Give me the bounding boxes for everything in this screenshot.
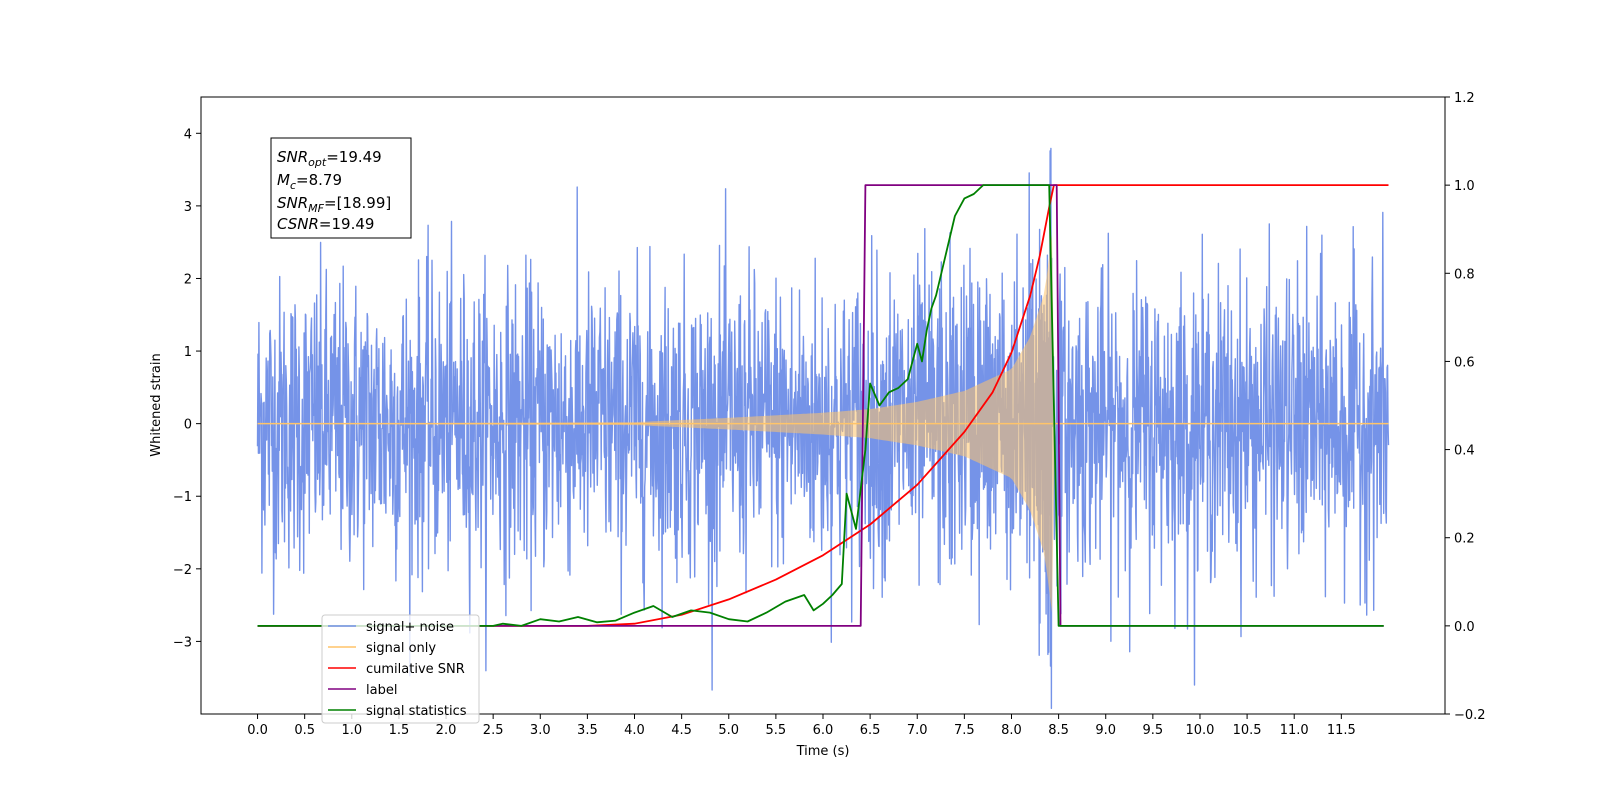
y2-tick-label: 1.0	[1454, 179, 1475, 194]
y-tick-label: −3	[173, 635, 192, 650]
y2-tick-label: −0.2	[1454, 708, 1486, 723]
series-line-cumulative-snr	[257, 184, 1389, 627]
x-tick-label: 5.5	[766, 723, 787, 738]
legend-label-signal-statistics: signal statistics	[366, 704, 467, 719]
y-tick-label: 4	[184, 127, 192, 142]
legend-label-signal-only: signal only	[366, 641, 436, 656]
legend-label-label: label	[366, 683, 397, 698]
y-axis-label: Whitened strain	[149, 353, 164, 456]
legend-frame	[321, 614, 480, 724]
legend-label-signal-noise: signal+ noise	[366, 620, 454, 635]
x-tick-label: 1.0	[341, 723, 362, 738]
y-tick-label: 3	[184, 200, 192, 215]
annotation-line-mc: Mc=8.79	[277, 171, 342, 192]
x-tick-label: 9.5	[1143, 723, 1164, 738]
x-tick-label: 10.5	[1233, 723, 1262, 738]
y2-tick-label: 0.8	[1454, 267, 1475, 282]
x-tick-label: 8.5	[1048, 723, 1069, 738]
series-line-signal-statistics	[257, 184, 1384, 627]
x-tick-label: 2.5	[483, 723, 504, 738]
legend-label-cumulative-snr: cumilative SNR	[366, 662, 465, 677]
x-tick-label: 1.5	[389, 723, 410, 738]
x-tick-label: 3.0	[530, 723, 551, 738]
annotation-frame	[270, 137, 412, 239]
annotation-line-csnr: CSNR=19.49	[277, 215, 374, 233]
legend-item-label: label	[328, 683, 397, 698]
x-tick-label: 5.0	[718, 723, 739, 738]
y-tick-label: 0	[184, 418, 192, 433]
y2-tick-label: 0.0	[1454, 620, 1475, 635]
y-tick-label: 2	[184, 272, 192, 287]
legend-item-cumulative-snr: cumilative SNR	[328, 662, 465, 677]
x-tick-label: 8.0	[1001, 723, 1022, 738]
x-tick-label: 0.0	[247, 723, 268, 738]
x-tick-label: 11.0	[1280, 723, 1309, 738]
x-tick-label: 4.0	[624, 723, 645, 738]
series-layer	[256, 147, 1390, 710]
y2-tick-label: 1.2	[1454, 91, 1475, 106]
x-tick-label: 0.5	[294, 723, 315, 738]
x-tick-label: 2.0	[436, 723, 457, 738]
x-tick-label: 6.0	[813, 723, 834, 738]
legend-item-signal-noise: signal+ noise	[328, 620, 454, 635]
x-tick-label: 6.5	[860, 723, 881, 738]
x-tick-label: 3.5	[577, 723, 598, 738]
x-tick-label: 4.5	[671, 723, 692, 738]
y2-tick-label: 0.4	[1454, 444, 1475, 459]
legend-item-signal-statistics: signal statistics	[328, 704, 467, 719]
x-tick-label: 7.0	[907, 723, 928, 738]
x-axis: 0.0 0.5 1.0 1.5 2.0 2.5 3.0 3.5 4.0 4.5 5.0 5.5 6.0 6…	[247, 714, 1356, 738]
y-tick-label: −2	[173, 563, 192, 578]
x-tick-label: 9.0	[1095, 723, 1116, 738]
y2-tick-label: 0.6	[1454, 355, 1475, 370]
x-axis-label: Time (s)	[796, 744, 850, 759]
legend-item-signal-only: signal only	[328, 641, 436, 656]
y-tick-label: 1	[184, 345, 192, 360]
x-tick-label: 11.5	[1327, 723, 1356, 738]
x-tick-label: 7.5	[954, 723, 975, 738]
x-tick-label: 10.0	[1185, 723, 1214, 738]
y-tick-label: −1	[173, 490, 192, 505]
annotation-line-snr-opt: SNRopt=19.49	[277, 148, 382, 169]
annotation-line-snr-mf: SNRMF=[18.99]	[277, 194, 391, 215]
y2-tick-label: 0.2	[1454, 532, 1475, 547]
y-axis-right: −0.2 0.0 0.2 0.4 0.6 0.8 1.0 1.2	[1445, 91, 1486, 723]
y-axis-left: −3 −2 −1 0 1 2 3 4	[173, 127, 201, 650]
legend: signal+ noise signal only cumilative SNR…	[321, 614, 480, 724]
snr-annotation-box: SNRopt=19.49 Mc=8.79 SNRMF=[18.99] CSNR=…	[270, 137, 412, 239]
